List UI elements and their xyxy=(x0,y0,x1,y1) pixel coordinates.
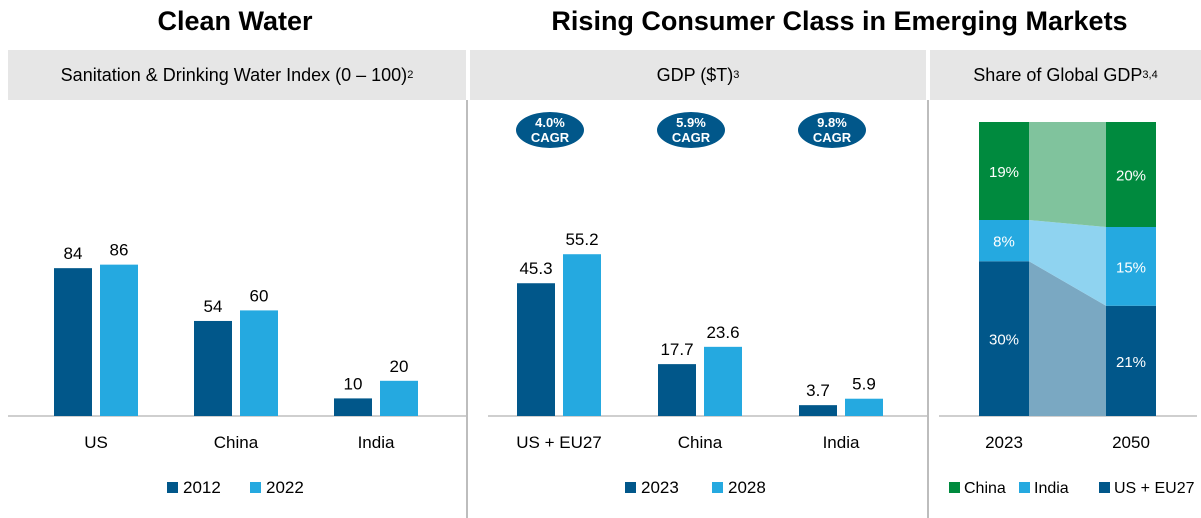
segment-label-2050-india: 15% xyxy=(1116,259,1146,276)
segment-label-2023-us-eu27: 30% xyxy=(989,332,1019,349)
data-label-india-2012: 10 xyxy=(344,374,363,393)
cagr-label-1: CAGR xyxy=(531,130,570,145)
divider-left xyxy=(466,100,468,518)
bar-india-2023 xyxy=(799,405,837,416)
segment-2023-india xyxy=(979,220,1029,262)
legend-swatch-india xyxy=(1019,482,1030,493)
data-label-india-2022: 20 xyxy=(390,357,409,376)
bar-us-2022 xyxy=(100,264,138,416)
legend-label-china: China xyxy=(964,480,1006,497)
legend-swatch-us-eu27 xyxy=(1099,482,1110,493)
cagr-label-3: CAGR xyxy=(813,130,852,145)
divider-right xyxy=(927,100,929,518)
data-label-us-2022: 86 xyxy=(110,241,129,260)
data-label-us-2012: 84 xyxy=(64,244,83,263)
bar-india-2012 xyxy=(334,398,372,416)
segment-2050-india xyxy=(1106,227,1156,306)
segment-label-2023-china: 19% xyxy=(989,164,1019,181)
segment-label-2050-us-eu27: 21% xyxy=(1116,354,1146,371)
connector-band-us-eu27 xyxy=(1029,261,1106,416)
sanitation-chart: 84 86 US 54 60 China 10 20 India 2012 2022 xyxy=(8,241,466,497)
x-tick-label-india: India xyxy=(823,433,860,452)
connector-band-india xyxy=(1029,220,1106,306)
bar-us-eu27-2023 xyxy=(517,283,555,416)
data-label-us-eu27-2028: 55.2 xyxy=(565,230,598,249)
clean-water-title: Clean Water xyxy=(157,6,313,36)
legend-swatch-2022 xyxy=(250,482,261,493)
x-tick-label-china: China xyxy=(678,433,723,452)
share-chart: 30% 8% 19% 2023 21% 15% 20% 2050 China India US + … xyxy=(939,122,1197,497)
legend-swatch-2028 xyxy=(712,482,723,493)
segment-2023-china xyxy=(979,122,1029,220)
x-tick-label-2023: 2023 xyxy=(985,433,1023,452)
gdp-header-footnote: 3 xyxy=(733,69,740,81)
share-header: Share of Global GDP 3,4 xyxy=(930,50,1201,100)
gdp-header-label: GDP ($T) xyxy=(656,64,734,85)
legend-label-us-eu27: US + EU27 xyxy=(1114,480,1195,497)
bar-us-eu27-2028 xyxy=(563,254,601,416)
data-label-us-eu27-2023: 45.3 xyxy=(519,259,552,278)
sanitation-header-footnote: 2 xyxy=(407,69,414,81)
sanitation-header-label: Sanitation & Drinking Water Index (0 – 1… xyxy=(60,64,408,85)
gdp-chart: 45.3 55.2 US + EU27 17.7 23.6 China 3.7 5.9 Indi… xyxy=(488,112,927,497)
data-label-china-2022: 60 xyxy=(250,286,269,305)
cagr-badge-3 xyxy=(798,112,866,148)
segment-label-2050-china: 20% xyxy=(1116,168,1146,185)
cagr-value-2: 5.9% xyxy=(676,115,706,130)
cagr-value-1: 4.0% xyxy=(535,115,565,130)
x-tick-label-us-eu27: US + EU27 xyxy=(516,433,602,452)
segment-2023-us-eu27 xyxy=(979,261,1029,416)
legend-swatch-2012 xyxy=(167,482,178,493)
legend-label-2022: 2022 xyxy=(266,478,304,497)
cagr-label-2: CAGR xyxy=(672,130,711,145)
data-label-china-2023: 17.7 xyxy=(660,340,693,359)
cagr-value-3: 9.8% xyxy=(817,115,847,130)
x-tick-label-china: China xyxy=(214,433,259,452)
share-header-label: Share of Global GDP xyxy=(973,64,1143,85)
bar-us-2012 xyxy=(54,268,92,416)
emerging-markets-title: Rising Consumer Class in Emerging Market… xyxy=(551,6,1128,36)
data-label-india-2023: 3.7 xyxy=(806,381,830,400)
legend-label-2023: 2023 xyxy=(641,478,679,497)
bar-china-2028 xyxy=(704,346,742,416)
segment-2050-us-eu27 xyxy=(1106,305,1156,416)
x-tick-label-india: India xyxy=(358,433,395,452)
share-header-footnote: 3,4 xyxy=(1142,69,1158,81)
x-tick-label-2050: 2050 xyxy=(1112,433,1150,452)
cagr-badge-2 xyxy=(657,112,725,148)
legend-label-2012: 2012 xyxy=(183,478,221,497)
sanitation-header: Sanitation & Drinking Water Index (0 – 1… xyxy=(8,50,466,100)
gdp-header: GDP ($T) 3 xyxy=(470,50,926,100)
bar-india-2022 xyxy=(380,380,418,416)
segment-label-2023-india: 8% xyxy=(993,234,1015,251)
legend-label-india: India xyxy=(1034,480,1069,497)
connector-band-china xyxy=(1029,122,1106,227)
bar-china-2023 xyxy=(658,364,696,416)
data-label-india-2028: 5.9 xyxy=(852,375,876,394)
bar-china-2012 xyxy=(194,320,232,416)
data-label-china-2012: 54 xyxy=(204,297,223,316)
bar-india-2028 xyxy=(845,398,883,416)
bar-china-2022 xyxy=(240,310,278,416)
legend-label-2028: 2028 xyxy=(728,478,766,497)
segment-2050-china xyxy=(1106,122,1156,227)
cagr-badge-1 xyxy=(516,112,584,148)
legend-swatch-2023 xyxy=(625,482,636,493)
x-tick-label-us: US xyxy=(84,433,108,452)
data-label-china-2028: 23.6 xyxy=(706,323,739,342)
legend-swatch-china xyxy=(949,482,960,493)
